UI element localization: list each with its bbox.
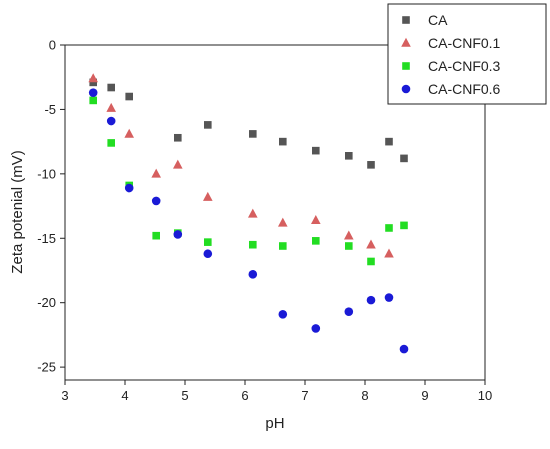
data-point	[366, 295, 376, 305]
y-tick-label: -10	[37, 166, 56, 181]
legend-label: CA-CNF0.6	[428, 81, 501, 97]
data-point	[151, 168, 161, 178]
data-point	[89, 96, 97, 105]
series-2-points	[88, 73, 394, 258]
data-point	[106, 116, 116, 126]
data-point	[311, 324, 321, 333]
data-point	[173, 159, 183, 169]
data-point	[204, 238, 212, 246]
data-point	[367, 257, 375, 266]
x-tick-label: 3	[61, 388, 68, 403]
y-tick-label: -20	[37, 295, 56, 310]
data-point	[279, 242, 287, 250]
legend-marker	[401, 84, 411, 94]
y-tick-label: 0	[49, 38, 56, 53]
data-point	[344, 307, 354, 317]
data-point	[345, 242, 353, 250]
data-point	[88, 88, 98, 97]
data-point	[311, 215, 321, 225]
data-point	[249, 240, 257, 249]
data-point	[203, 191, 213, 201]
legend-marker	[402, 16, 410, 24]
y-axis-title: Zeta potenial (mV)	[9, 150, 26, 273]
data-point	[124, 183, 134, 193]
data-point	[152, 231, 160, 240]
data-point	[204, 121, 212, 129]
data-point	[312, 146, 320, 155]
data-point	[384, 293, 394, 302]
data-point	[125, 92, 133, 101]
data-point	[278, 217, 288, 227]
data-point	[124, 128, 134, 138]
legend-label: CA-CNF0.1	[428, 35, 501, 51]
x-tick-label: 10	[478, 388, 492, 403]
data-point	[249, 130, 257, 138]
data-point	[88, 73, 98, 83]
data-point	[107, 139, 115, 147]
legend: CA CA-CNF0.1 CA-CNF0.3 CA-CNF0.6	[387, 3, 547, 105]
data-point	[174, 133, 182, 142]
data-point	[312, 237, 320, 245]
data-point	[89, 78, 97, 87]
series-3-points	[89, 96, 408, 266]
x-tick-label: 6	[241, 388, 248, 403]
x-tick-label: 7	[301, 388, 308, 403]
legend-label: CA	[428, 12, 448, 28]
x-tick-label: 9	[421, 388, 428, 403]
data-point	[248, 270, 258, 279]
data-point	[367, 161, 375, 169]
data-point	[107, 83, 115, 92]
data-point	[384, 248, 394, 258]
legend-label: CA-CNF0.3	[428, 58, 501, 74]
x-axis: 3 4 5 6 7 8 9 10	[61, 380, 492, 403]
series-1-points	[89, 78, 408, 169]
data-point	[344, 230, 354, 240]
data-point	[366, 239, 376, 249]
data-point	[278, 309, 288, 319]
y-tick-label: -5	[44, 102, 56, 117]
data-point	[385, 137, 393, 146]
legend-marker	[402, 62, 410, 70]
data-points	[88, 73, 409, 354]
data-point	[106, 102, 116, 112]
data-point	[400, 154, 408, 163]
x-axis-title: pH	[265, 415, 284, 432]
data-point	[345, 152, 353, 160]
x-tick-label: 4	[121, 388, 128, 403]
data-point	[203, 249, 213, 259]
data-point	[151, 196, 161, 206]
series-4-points	[88, 88, 409, 354]
y-tick-label: -15	[37, 231, 56, 246]
y-axis: 0 -5 -10 -15 -20 -25	[37, 38, 65, 375]
data-point	[248, 208, 258, 218]
data-point	[173, 230, 183, 239]
x-tick-label: 5	[181, 388, 188, 403]
plot-frame	[64, 44, 486, 381]
data-point	[279, 137, 287, 146]
legend-marker	[401, 37, 411, 47]
legend-box	[387, 3, 547, 105]
data-point	[399, 344, 409, 354]
y-tick-label: -25	[37, 360, 56, 375]
data-point	[400, 221, 408, 230]
x-tick-label: 8	[361, 388, 368, 403]
data-point	[385, 224, 393, 232]
